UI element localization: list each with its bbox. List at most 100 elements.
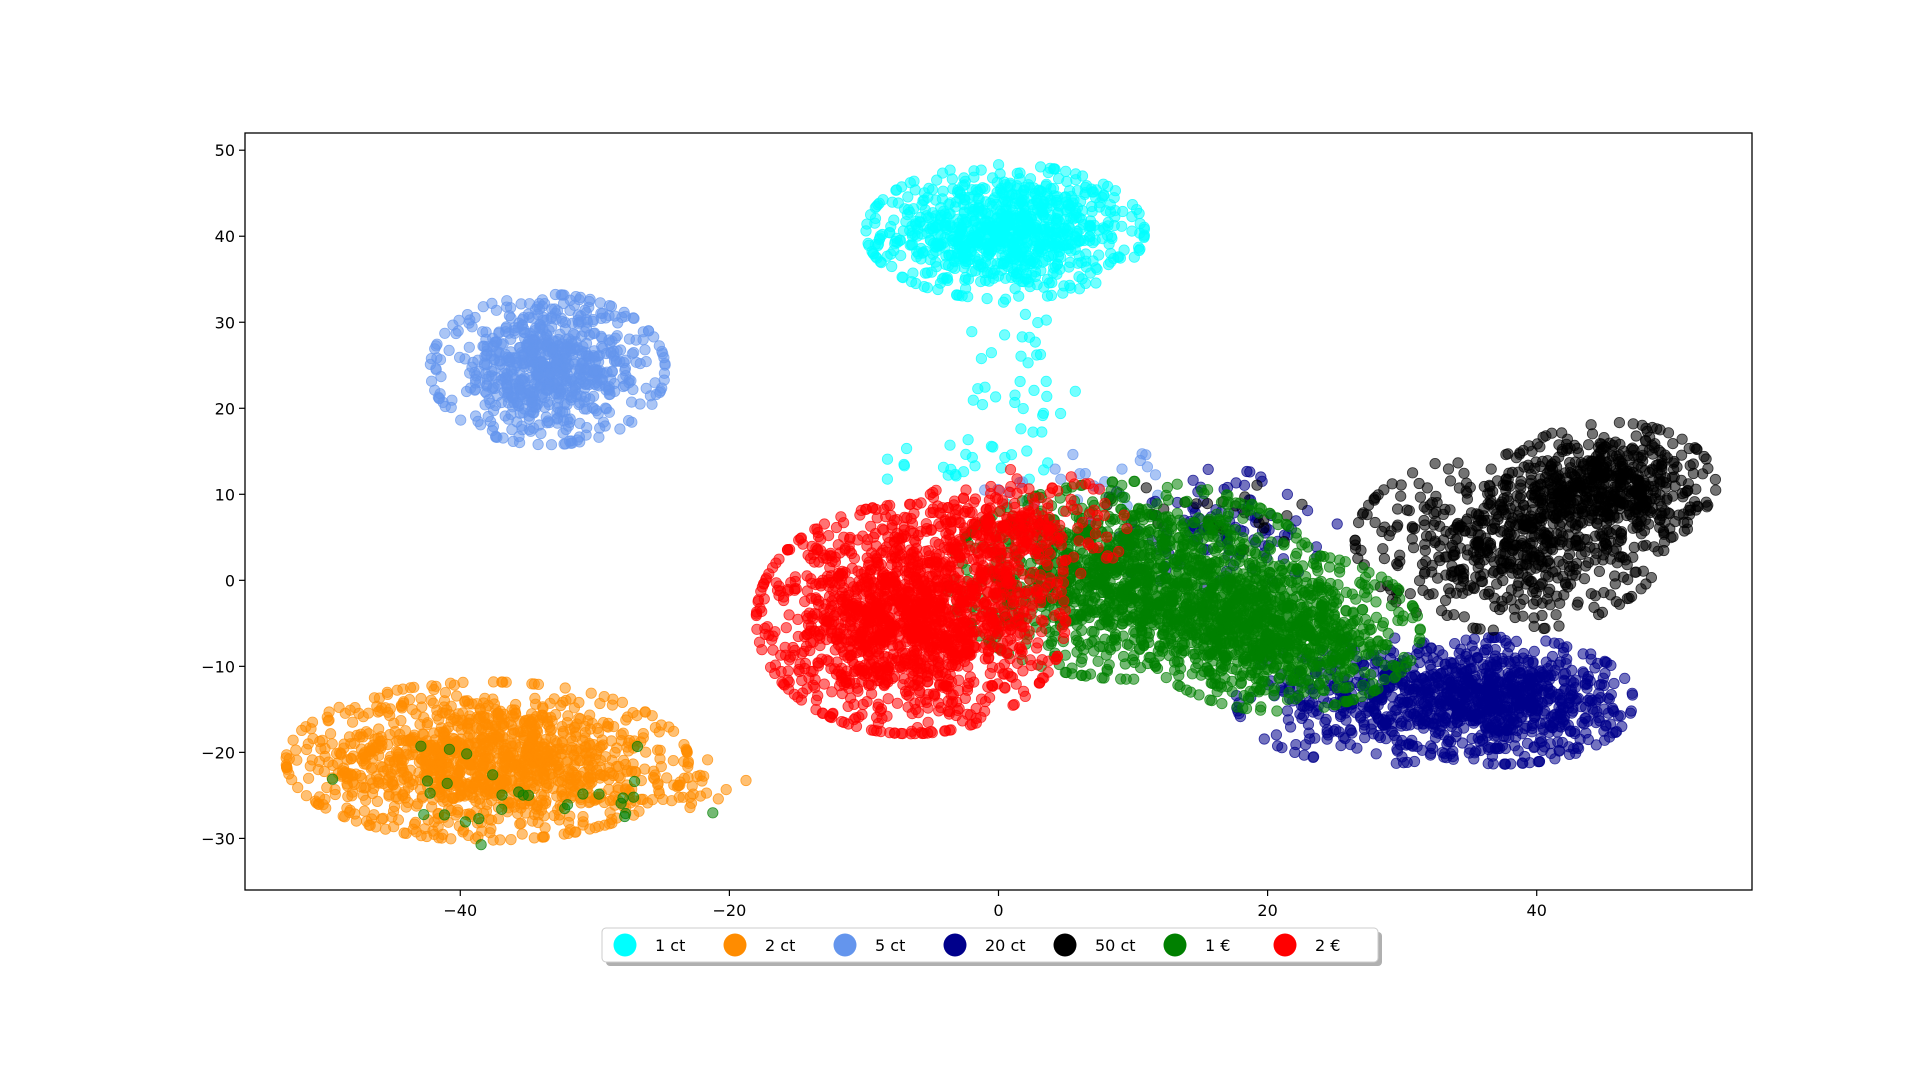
point [1506,682,1518,694]
point [383,788,395,801]
point [1026,192,1038,204]
point [1561,653,1573,665]
point [1671,461,1683,473]
point [1022,357,1034,369]
point [1583,439,1595,451]
point [1009,396,1021,409]
point [492,708,504,720]
point [1662,507,1674,519]
point [455,414,467,426]
point [1133,244,1145,257]
point [1424,669,1436,682]
point [1510,635,1523,648]
point [1477,735,1489,747]
series-0-points [860,159,1151,510]
point [1517,652,1529,664]
point [1381,711,1393,723]
point [280,752,292,764]
point [1450,710,1463,722]
point [453,351,466,363]
point [974,226,987,238]
point [997,296,1010,308]
point [1076,273,1088,285]
point [445,700,457,712]
point [1521,737,1534,750]
point [300,790,312,802]
point [1369,516,1381,529]
point [1492,724,1505,736]
point [1404,683,1416,696]
point [491,431,503,443]
point [918,280,930,293]
point [924,234,936,246]
point [1526,692,1539,705]
point [570,336,582,348]
point [1054,263,1066,275]
point [915,253,927,265]
point [523,384,536,396]
point [418,711,430,724]
point [560,341,573,353]
point [992,159,1005,171]
point [586,717,598,729]
point [540,747,552,759]
point [984,221,996,233]
point [701,754,714,766]
point [1005,449,1018,461]
point [615,729,627,741]
point [553,743,565,755]
point [452,720,464,732]
point [895,250,907,262]
point [607,693,619,705]
point [1060,165,1072,177]
point [362,707,374,719]
point [957,180,969,192]
point [886,260,898,273]
point [512,726,524,738]
point [552,775,564,787]
point [1499,758,1511,770]
point [1676,433,1688,445]
point [985,267,997,279]
point [559,398,571,410]
point [487,834,499,846]
point [532,816,544,829]
point [601,720,613,732]
point [523,423,535,436]
point [433,392,445,405]
point [487,676,500,688]
point [558,438,570,450]
point [1109,185,1122,197]
point [498,719,510,732]
point [1614,438,1626,450]
point [599,402,612,414]
point [1359,732,1371,744]
point [1502,713,1515,726]
point [966,326,978,338]
point [543,367,555,379]
point [720,783,732,796]
point [1528,645,1540,658]
point [1524,673,1536,685]
point [381,763,393,776]
point [1374,731,1387,744]
point [1116,463,1128,475]
point [1002,244,1014,257]
point [890,184,903,196]
point [1289,746,1301,759]
point [1105,230,1117,243]
point [574,770,587,782]
point [467,732,479,744]
point [1321,724,1333,736]
point [404,682,417,694]
point [1015,423,1027,435]
point [1588,706,1600,718]
point [1564,692,1576,704]
point [1010,197,1022,210]
point [511,397,524,409]
point [694,790,707,802]
point [1037,409,1049,422]
point [1010,212,1023,224]
point [1605,659,1617,672]
point [1598,679,1610,692]
